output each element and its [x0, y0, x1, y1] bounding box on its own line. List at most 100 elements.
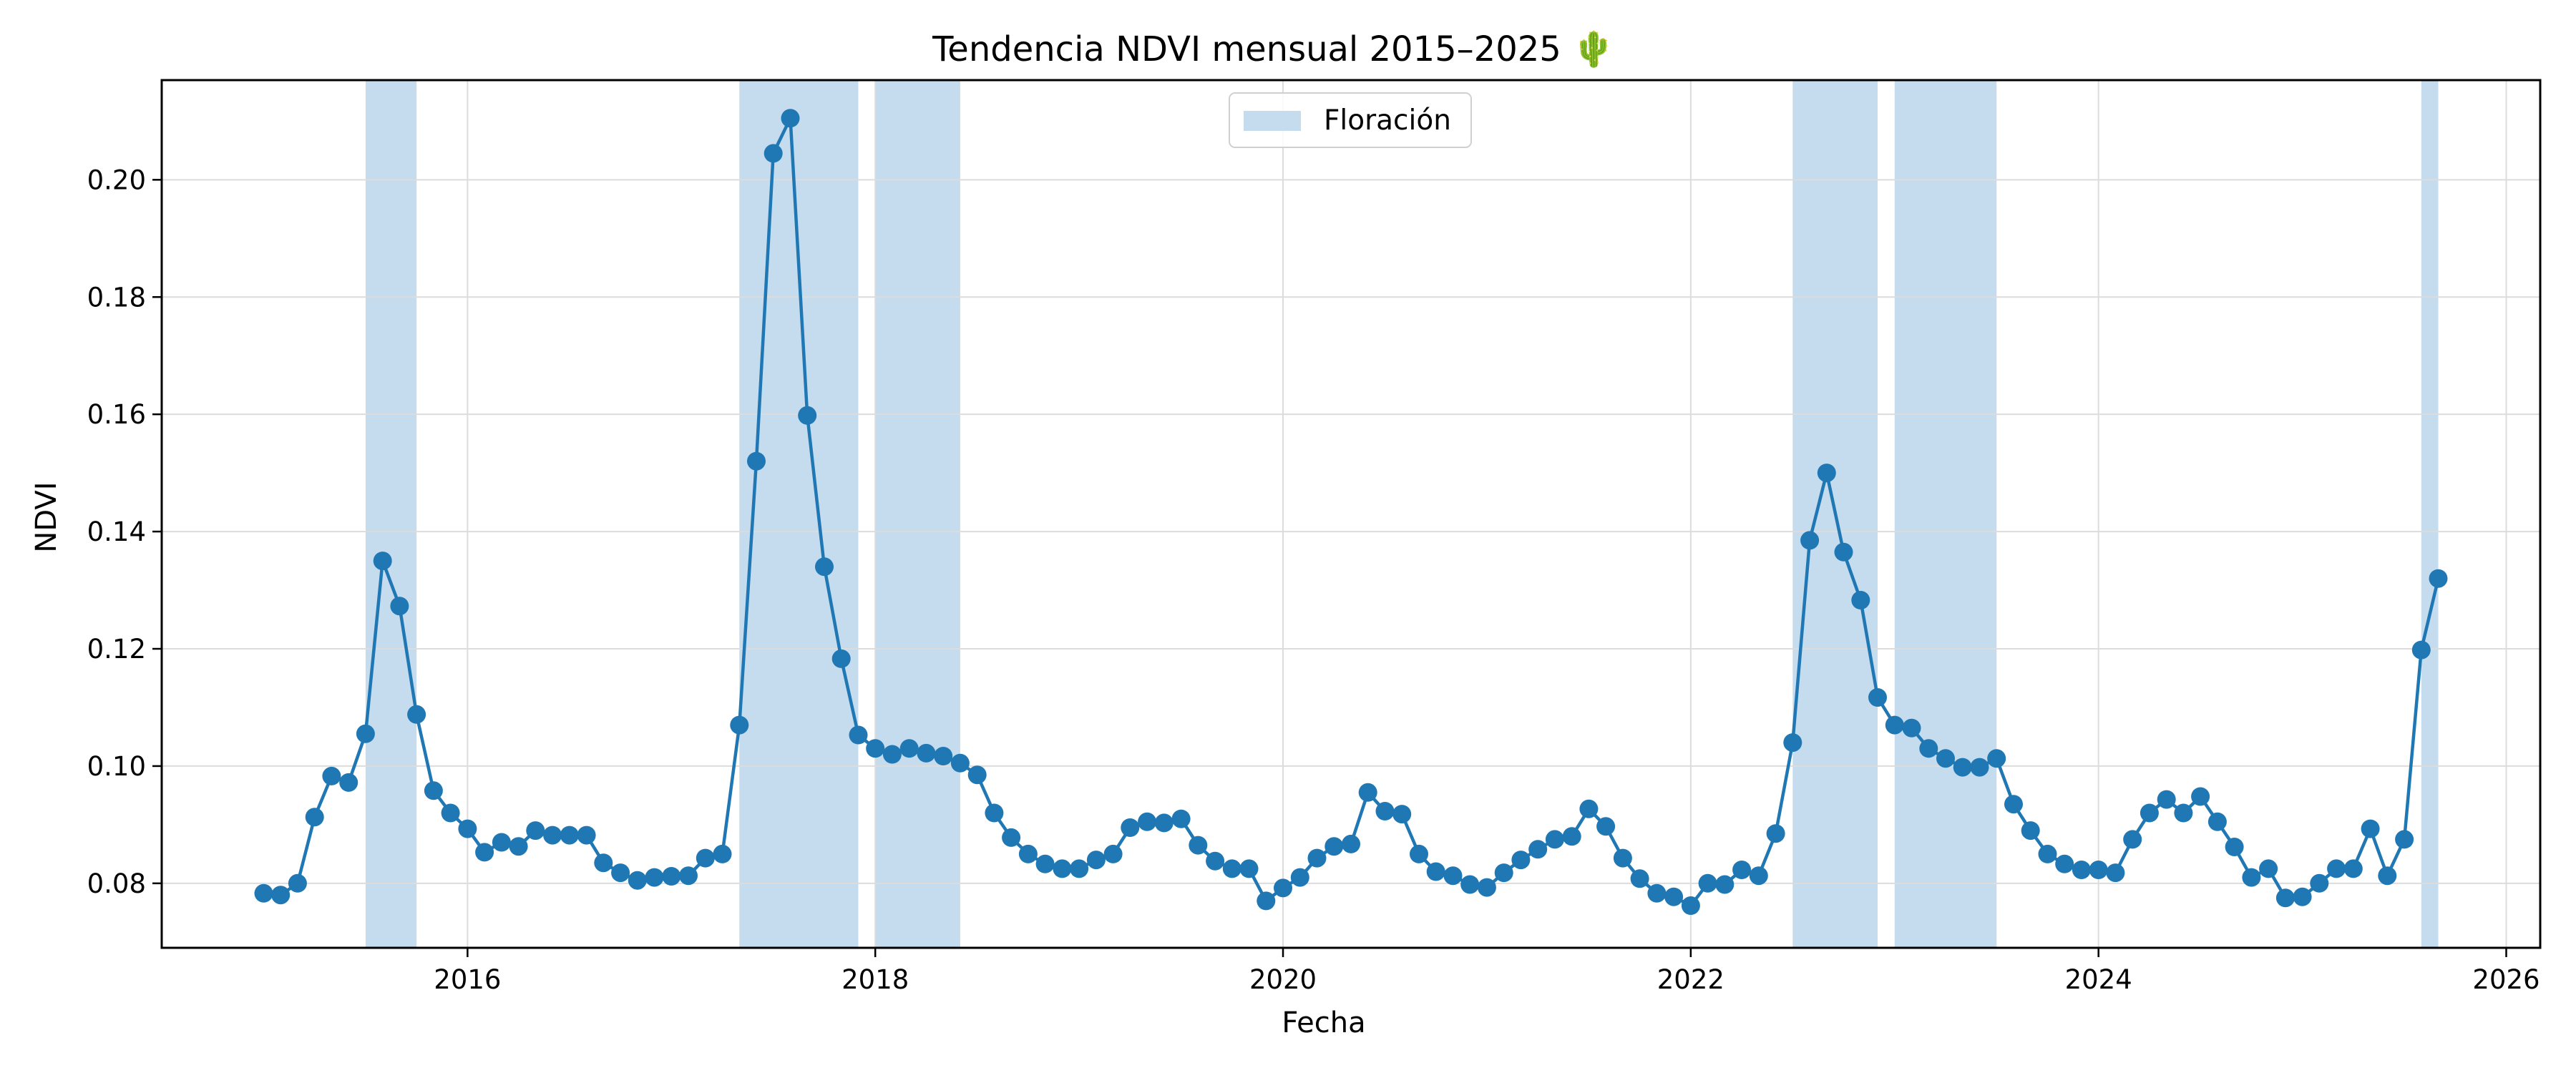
ndvi-series: [254, 109, 2448, 915]
ndvi-point: [1579, 799, 1599, 818]
ndvi-point: [1647, 883, 1667, 903]
ndvi-point: [2310, 873, 2329, 893]
legend: Floración: [1229, 92, 1472, 148]
ndvi-point: [288, 873, 307, 893]
ndvi-point: [594, 853, 613, 873]
ndvi-point: [1342, 834, 1360, 853]
ndvi-point: [781, 109, 800, 128]
y-tick-label: 0.14: [87, 516, 146, 547]
ndvi-point: [713, 844, 732, 863]
ndvi-point: [747, 451, 766, 471]
ndvi-point: [2191, 787, 2210, 806]
ndvi-point: [1138, 812, 1157, 831]
ndvi-point: [1630, 869, 1649, 888]
ndvi-point: [730, 715, 749, 735]
ndvi-point: [560, 825, 579, 845]
ndvi-point: [934, 747, 953, 765]
ndvi-point: [2004, 795, 2023, 814]
ndvi-point: [2293, 887, 2312, 906]
ndvi-point: [866, 739, 885, 758]
ndvi-point: [1511, 851, 1531, 870]
ndvi-point: [390, 597, 409, 616]
ndvi-point: [1358, 783, 1377, 802]
legend-label-bloom: Floración: [1324, 104, 1451, 137]
ndvi-point: [1070, 859, 1089, 878]
ndvi-point: [1410, 844, 1428, 863]
ndvi-point: [1103, 844, 1123, 863]
ndvi-point: [1681, 896, 1700, 915]
ndvi-point: [339, 773, 358, 792]
ndvi-point: [696, 848, 715, 868]
ndvi-point: [1460, 875, 1480, 894]
ndvi-point: [424, 781, 443, 800]
ndvi-point: [815, 557, 834, 577]
ndvi-point: [1885, 715, 1904, 735]
ndvi-point: [492, 833, 511, 852]
ndvi-point: [373, 552, 392, 571]
ndvi-point: [1834, 542, 1853, 562]
ndvi-point: [1426, 862, 1445, 881]
x-tick-label: 2018: [841, 964, 909, 995]
ndvi-point: [1528, 840, 1548, 859]
ndvi-point: [1817, 464, 1836, 483]
ndvi-point: [441, 803, 460, 823]
ndvi-point: [2072, 861, 2091, 879]
ndvi-point: [1206, 851, 1225, 871]
ndvi-point: [2275, 888, 2295, 908]
bloom-bands: [365, 80, 2439, 948]
y-axis-title: NDVI: [30, 481, 63, 552]
ndvi-point: [2089, 861, 2108, 879]
y-axis-ticks: 0.08 0.10 0.12 0.14 0.16 0.18 0.20: [87, 165, 162, 899]
y-tick-label: 0.08: [87, 868, 146, 899]
ndvi-point: [1562, 827, 1581, 846]
ndvi-point: [2038, 844, 2057, 863]
x-tick-label: 2016: [434, 964, 501, 995]
ndvi-point: [1189, 836, 1208, 855]
bloom-band: [2421, 80, 2439, 948]
ndvi-point: [1715, 875, 1735, 894]
y-tick-label: 0.12: [87, 634, 146, 665]
y-tick-label: 0.10: [87, 751, 146, 782]
ndvi-point: [2343, 859, 2363, 878]
ndvi-point: [543, 825, 562, 845]
ndvi-point: [305, 808, 324, 827]
ndvi-point: [407, 705, 426, 724]
ndvi-point: [1035, 854, 1055, 873]
ndvi-point: [1970, 758, 1989, 777]
grid-lines: [162, 80, 2540, 948]
ndvi-point: [2123, 830, 2142, 849]
ndvi-point: [1868, 688, 1887, 707]
y-tick-label: 0.16: [87, 399, 146, 430]
ndvi-point: [1613, 848, 1632, 868]
x-axis-ticks: 2016 2018 2020 2022 2024 2026: [434, 948, 2540, 995]
ndvi-point: [271, 886, 291, 905]
ndvi-point: [1494, 863, 1513, 883]
chart-title: Tendencia NDVI mensual 2015–2025 🌵: [932, 29, 1615, 69]
bloom-band: [875, 80, 960, 948]
ndvi-point: [458, 819, 477, 838]
ndvi-point: [1596, 817, 1616, 836]
ndvi-point: [1222, 859, 1241, 878]
ndvi-point: [763, 144, 783, 163]
plot-frame: [160, 79, 2542, 949]
bloom-band: [365, 80, 417, 948]
y-tick-label: 0.20: [87, 165, 146, 195]
ndvi-point: [1018, 844, 1038, 863]
y-tick-label: 0.18: [87, 282, 146, 313]
x-tick-label: 2020: [1249, 964, 1317, 995]
ndvi-point: [2140, 803, 2159, 823]
ndvi-point: [1290, 868, 1309, 887]
ndvi-point: [2395, 830, 2414, 849]
ndvi-point: [2361, 819, 2380, 838]
ndvi-point: [1443, 866, 1463, 886]
ndvi-point: [1902, 718, 1921, 738]
bloom-band: [1894, 80, 1997, 948]
ndvi-point: [662, 867, 681, 886]
ndvi-point: [1121, 818, 1140, 837]
x-tick-label: 2026: [2472, 964, 2540, 995]
ndvi-point: [1749, 866, 1768, 886]
ndvi-point: [967, 765, 987, 785]
ndvi-point: [798, 406, 817, 425]
ndvi-point: [526, 821, 545, 841]
